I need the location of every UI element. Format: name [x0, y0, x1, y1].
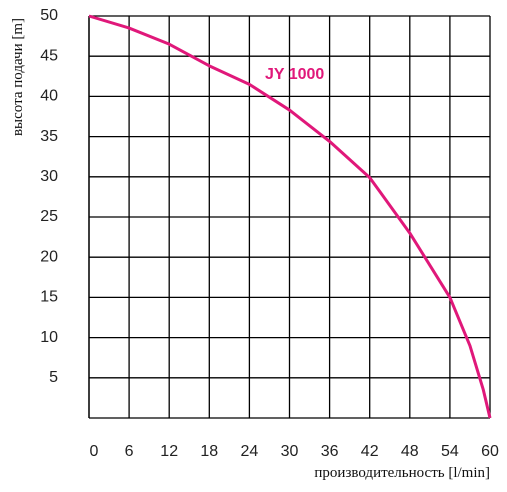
x-tick-label: 48: [401, 443, 419, 460]
x-tick-label: 12: [160, 443, 178, 460]
y-tick-label: 10: [40, 329, 58, 346]
x-tick-label: 54: [441, 443, 459, 460]
x-tick-label: 36: [321, 443, 339, 460]
y-tick-label: 45: [40, 47, 58, 64]
x-tick-label: 24: [241, 443, 259, 460]
data-line: [88, 14, 492, 419]
x-tick-label: 30: [281, 443, 299, 460]
series-label: JY 1000: [265, 66, 324, 83]
x-axis-label: производительность [l/min]: [314, 465, 490, 481]
y-tick-label: 25: [40, 208, 58, 225]
y-tick-label: 40: [40, 88, 58, 105]
x-tick-label: 6: [125, 443, 134, 460]
x-tick-label: 0: [90, 443, 99, 460]
y-tick-label: 15: [40, 289, 58, 306]
y-tick-label: 35: [40, 128, 58, 145]
y-tick-label: 20: [40, 248, 58, 265]
y-tick-label: 30: [40, 168, 58, 185]
x-tick-label: 60: [481, 443, 499, 460]
x-tick-label: 42: [361, 443, 379, 460]
y-tick-label: 50: [40, 7, 58, 24]
y-tick-label: 5: [49, 369, 58, 386]
y-axis-label: высота подачи [m]: [10, 18, 26, 136]
x-tick-label: 18: [200, 443, 218, 460]
